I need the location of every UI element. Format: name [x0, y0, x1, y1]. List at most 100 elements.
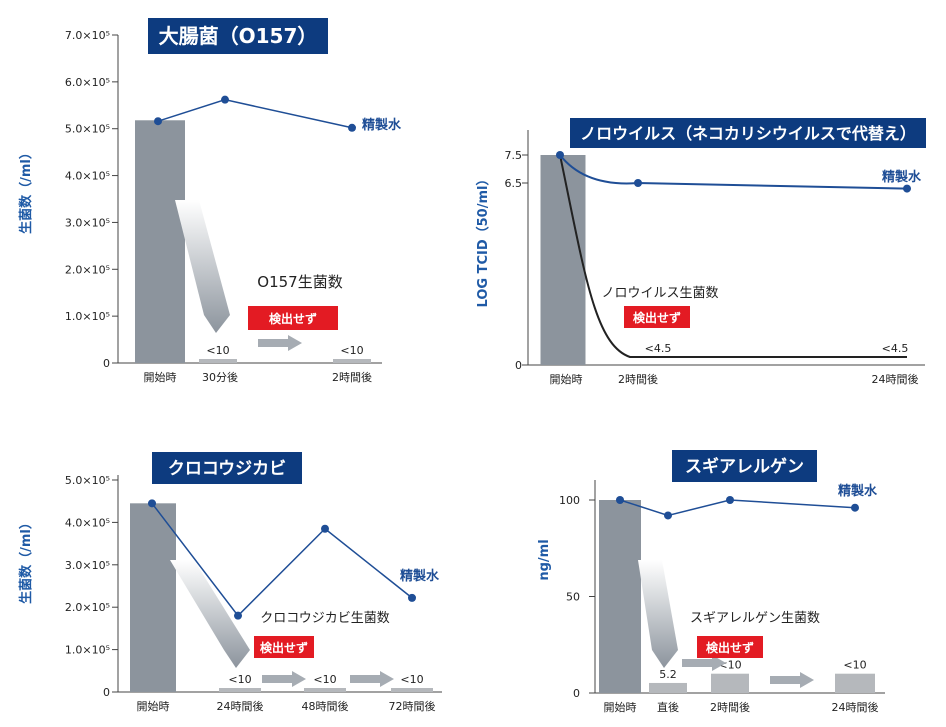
decline-curve	[559, 154, 907, 358]
x-tick-label: 30分後	[202, 370, 238, 384]
not-detected-badge: 検出せず	[706, 640, 754, 655]
bar-value-label: <10	[340, 344, 363, 357]
water-point	[148, 499, 156, 508]
x-tick-label: 開始時	[604, 700, 637, 714]
x-tick-label: 2時間後	[710, 700, 750, 714]
water-point	[234, 611, 242, 620]
bar-value-label: <10	[843, 659, 866, 672]
not-detected-badge: 検出せず	[633, 310, 681, 325]
bar-value-label: 5.2	[659, 668, 677, 681]
x-tick-label: 開始時	[144, 370, 177, 384]
bar	[391, 688, 433, 692]
x-tick-label: 72時間後	[389, 699, 436, 713]
water-line-label: 精製水	[400, 568, 440, 584]
bar-value-label: <10	[313, 673, 336, 686]
water-point	[726, 496, 734, 504]
y-tick-label: 7.5	[505, 149, 523, 162]
water-point	[851, 503, 859, 512]
y-tick-label: 1.0×10⁵	[65, 644, 110, 657]
bar	[835, 673, 875, 693]
bar-series-label: O157生菌数	[257, 273, 342, 291]
water-point	[348, 123, 356, 132]
bar-series-label: クロコウジカビ生菌数	[260, 611, 389, 626]
y-axis-label: 生菌数（/ml）	[18, 146, 34, 234]
y-tick-label: 5.0×10⁵	[65, 474, 110, 487]
bar	[333, 359, 371, 363]
chart-title-bg	[152, 452, 302, 484]
water-point	[321, 524, 329, 533]
water-point	[664, 511, 672, 520]
chart-title: 大腸菌（O157）	[159, 24, 318, 48]
y-tick-label: 3.0×10⁵	[65, 559, 110, 572]
x-tick-label: 48時間後	[302, 699, 349, 713]
decrease-arrow-icon	[175, 200, 230, 333]
y-tick-label: 100	[559, 494, 580, 507]
right-arrow-icon	[350, 671, 394, 687]
bar-value-label: <10	[400, 673, 423, 686]
bar-value-label: <10	[718, 659, 741, 672]
water-line-label: 精製水	[838, 483, 878, 499]
not-detected-badge-bg	[248, 306, 338, 330]
water-line	[559, 154, 908, 190]
x-tick-label: 直後	[657, 700, 679, 714]
x-tick-label: 2時間後	[332, 370, 372, 384]
bar-series-label: スギアレルゲン生菌数	[690, 611, 820, 626]
y-tick-label: 4.0×10⁵	[65, 516, 110, 529]
water-line-label: 精製水	[882, 169, 922, 185]
y-tick-label: 6.0×10⁵	[65, 76, 110, 89]
y-axis-label: LOG TCID（50/ml）	[475, 173, 491, 308]
bar	[219, 688, 261, 692]
bar	[649, 682, 687, 693]
not-detected-badge-bg	[624, 306, 690, 328]
water-point	[634, 179, 642, 187]
y-tick-label: 50	[566, 591, 580, 604]
not-detected-badge: 検出せず	[269, 311, 317, 326]
decrease-arrow-icon	[638, 560, 678, 668]
chart-title: スギアレルゲン	[685, 456, 804, 477]
water-point	[903, 184, 911, 193]
right-arrow-icon	[770, 672, 814, 688]
bar	[304, 688, 346, 692]
decline-value-label: <4.5	[882, 342, 909, 355]
y-tick-label: 0	[103, 357, 110, 370]
x-tick-label: 24時間後	[832, 700, 879, 714]
not-detected-badge-bg	[254, 636, 314, 658]
y-tick-label: 4.0×10⁵	[65, 170, 110, 183]
chart-title-bg	[570, 118, 926, 148]
y-tick-label: 0	[515, 359, 522, 372]
water-line	[151, 502, 413, 617]
bar	[711, 673, 749, 693]
decline-value-label: <4.5	[645, 342, 672, 355]
y-tick-label: 5.0×10⁵	[65, 123, 110, 136]
bar	[130, 503, 176, 692]
water-point	[556, 151, 564, 159]
right-arrow-icon	[682, 655, 726, 671]
water-point	[408, 593, 416, 602]
x-tick-label: 24時間後	[872, 372, 919, 386]
chart-title-bg	[148, 18, 328, 54]
y-axis-label: ng/ml	[537, 539, 552, 580]
y-tick-label: 3.0×10⁵	[65, 216, 110, 229]
decrease-arrow-icon	[170, 560, 250, 668]
y-tick-label: 2.0×10⁵	[65, 263, 110, 276]
bar	[199, 359, 237, 363]
bar-value-label: <10	[228, 673, 251, 686]
water-point	[154, 117, 162, 126]
not-detected-badge-bg	[697, 636, 763, 658]
chart-title: ノロウイルス（ネコカリシウイルスで代替え）	[580, 124, 916, 143]
not-detected-badge: 検出せず	[260, 640, 308, 655]
water-point	[616, 496, 624, 504]
water-point	[221, 95, 229, 104]
x-tick-label: 24時間後	[217, 699, 264, 713]
y-axis-label: 生菌数（/ml）	[18, 516, 34, 604]
right-arrow-icon	[258, 335, 302, 351]
x-tick-label: 2時間後	[618, 372, 658, 386]
y-tick-label: 6.5	[505, 177, 523, 190]
y-tick-label: 0	[573, 687, 580, 700]
bar-series-label: ノロウイルス生菌数	[601, 286, 718, 301]
water-line-label: 精製水	[362, 117, 402, 133]
chart-title: クロコウジカビ	[168, 459, 286, 479]
bar-value-label: <10	[206, 344, 229, 357]
y-tick-label: 2.0×10⁵	[65, 601, 110, 614]
